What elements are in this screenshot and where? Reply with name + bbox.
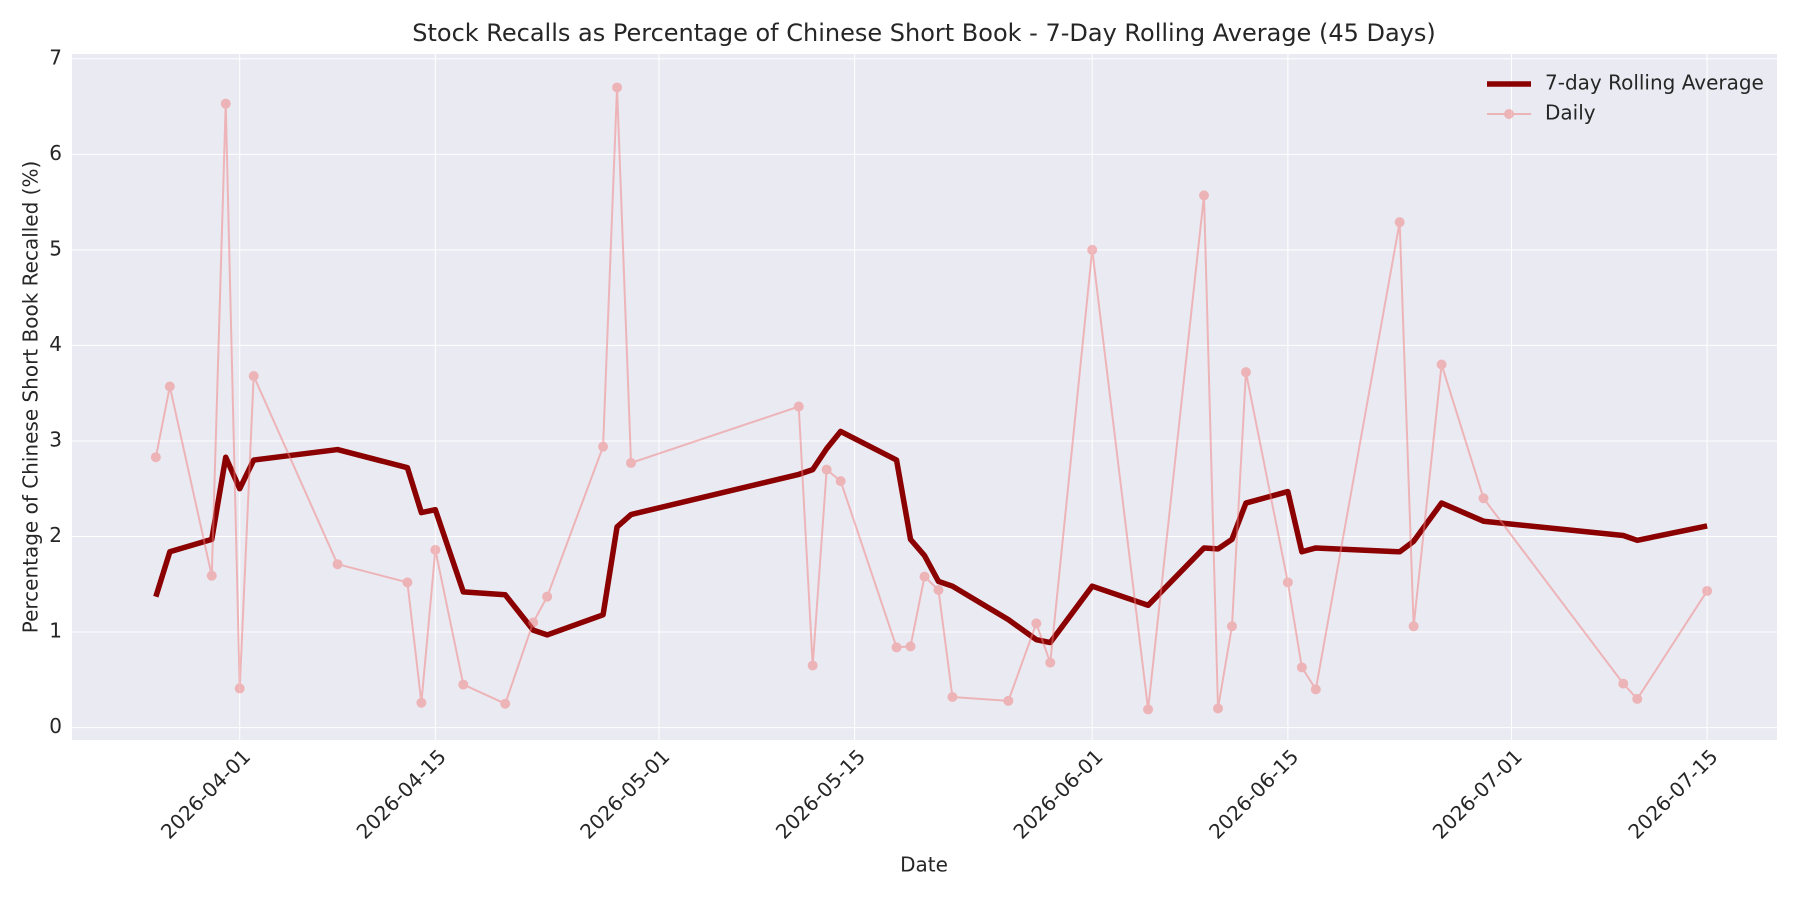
marker — [234, 683, 245, 694]
y-tick-label: 1 — [49, 619, 62, 643]
y-tick-label: 2 — [49, 523, 62, 547]
marker — [1143, 704, 1154, 715]
marker — [528, 617, 539, 628]
marker — [933, 584, 944, 595]
marker — [807, 660, 818, 671]
marker — [1394, 217, 1405, 228]
y-axis-label: Percentage of Chinese Short Book Recalle… — [19, 161, 43, 634]
x-tick-label: 2026-04-01 — [156, 744, 255, 843]
y-tick-label: 4 — [49, 332, 62, 356]
plot-area — [72, 54, 1777, 740]
marker — [1282, 577, 1293, 588]
x-tick-label: 2026-04-15 — [352, 744, 451, 843]
marker — [1310, 684, 1321, 695]
marker — [626, 457, 637, 468]
marker — [150, 452, 161, 463]
legend-marker — [1504, 109, 1514, 119]
chart-title: Stock Recalls as Percentage of Chinese S… — [412, 19, 1436, 47]
marker — [905, 641, 916, 652]
y-tick-label: 6 — [49, 141, 62, 165]
legend-entry — [1487, 109, 1531, 119]
marker — [1702, 585, 1713, 596]
marker — [1436, 359, 1447, 370]
marker — [835, 476, 846, 487]
marker — [164, 381, 175, 392]
marker — [891, 642, 902, 653]
marker — [1478, 493, 1489, 504]
x-tick-label: 2026-06-01 — [1008, 744, 1107, 843]
marker — [1408, 621, 1419, 632]
line — [153, 428, 1708, 646]
marker — [500, 698, 511, 709]
marker — [1296, 662, 1307, 673]
marker — [1003, 695, 1014, 706]
marker — [542, 591, 553, 602]
x-tick-label: 2026-05-15 — [771, 744, 870, 843]
x-axis-label: Date — [900, 853, 948, 877]
legend-label: Daily — [1545, 101, 1596, 125]
x-tick-label: 2026-07-01 — [1428, 744, 1527, 843]
series — [153, 428, 1708, 646]
marker — [1240, 367, 1251, 378]
marker — [919, 571, 930, 582]
marker — [1087, 244, 1098, 255]
marker — [430, 544, 441, 555]
marker — [1045, 657, 1056, 668]
marker — [1226, 621, 1237, 632]
marker — [793, 401, 804, 412]
x-tick-label: 2026-05-01 — [575, 744, 674, 843]
x-tick-label: 2026-07-15 — [1623, 744, 1722, 843]
x-tick-label: 2026-06-15 — [1204, 744, 1303, 843]
marker — [416, 697, 427, 708]
marker — [821, 464, 832, 475]
marker — [1199, 190, 1210, 201]
legend-label: 7-day Rolling Average — [1545, 71, 1764, 95]
marker — [402, 577, 413, 588]
marker — [332, 559, 343, 570]
y-tick-label: 5 — [49, 236, 62, 260]
marker — [1031, 618, 1042, 629]
marker — [248, 370, 259, 381]
y-tick-label: 7 — [49, 45, 62, 69]
y-tick-label: 3 — [49, 427, 62, 451]
marker — [458, 679, 469, 690]
series — [150, 82, 1713, 715]
marker — [947, 692, 958, 703]
marker — [1632, 693, 1643, 704]
marker — [598, 441, 609, 452]
marker — [612, 82, 623, 93]
marker — [220, 98, 231, 109]
y-tick-label: 0 — [49, 714, 62, 738]
marker — [1618, 678, 1629, 689]
marker — [1212, 703, 1223, 714]
marker — [206, 570, 217, 581]
